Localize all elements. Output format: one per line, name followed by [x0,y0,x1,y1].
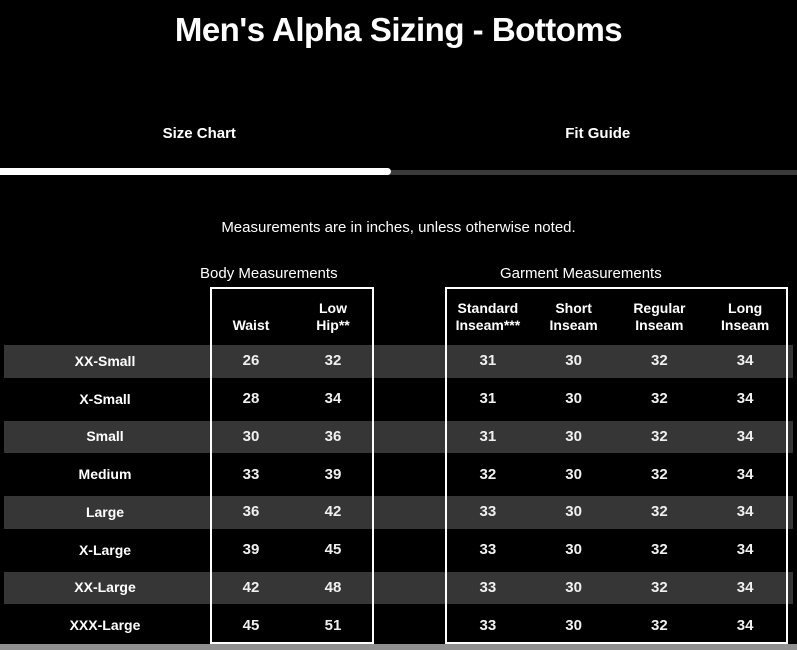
waist-value: 42 [242,578,260,596]
standard-inseam-value: 32 [479,465,497,483]
tab-bar: Size Chart Fit Guide [0,125,797,142]
tab-fit-guide[interactable]: Fit Guide [565,125,631,142]
waist-value: 30 [242,427,260,445]
short-inseam-value: 30 [565,390,582,408]
regular-inseam-value: 32 [651,427,668,445]
column-header-long-inseam: Long Inseam [721,300,770,333]
waist-value: 33 [242,465,260,483]
table-row: X-Small 28 34 31 30 32 34 [0,380,797,418]
standard-inseam-value: 33 [479,503,497,521]
standard-inseam-value: 33 [479,616,497,634]
table-row: XXX-Large 45 51 33 30 32 34 [0,606,797,644]
short-inseam-value: 30 [565,427,582,445]
long-inseam-value: 34 [736,503,754,521]
regular-inseam-value: 32 [651,465,668,483]
body-measurements-label: Body Measurements [200,265,338,282]
table-header-row: Waist Low Hip** Standard Inseam*** Short… [0,287,797,342]
horizontal-scrollbar[interactable] [0,644,797,650]
standard-inseam-value: 33 [479,578,497,596]
column-header-standard-inseam: Standard Inseam*** [455,300,521,333]
regular-inseam-value: 32 [651,541,668,559]
row-stripes [4,342,793,644]
regular-inseam-value: 32 [651,352,668,370]
low-hip-value: 34 [324,390,342,408]
size-label: Small [86,428,124,445]
column-header-regular-inseam: Regular Inseam [633,300,686,333]
waist-value: 39 [242,541,260,559]
low-hip-value: 48 [324,578,342,596]
page-title: Men's Alpha Sizing - Bottoms [174,11,623,48]
short-inseam-value: 30 [565,616,582,634]
size-label: XX-Small [74,352,136,369]
long-inseam-value: 34 [736,541,754,559]
standard-inseam-value: 31 [479,352,497,370]
long-inseam-value: 34 [736,390,754,408]
measurement-note: Measurements are in inches, unless other… [221,219,576,236]
size-label: XXX-Large [69,617,141,634]
long-inseam-value: 34 [736,616,754,634]
short-inseam-value: 30 [565,465,582,483]
column-header-short-inseam: Short Inseam [549,300,598,333]
table-row: XX-Small 26 32 31 30 32 34 [0,342,797,380]
short-inseam-value: 30 [565,503,582,521]
column-header-low-hip: Low Hip** [316,300,350,333]
size-label: X-Large [78,541,132,558]
low-hip-value: 36 [324,427,342,445]
tab-size-chart[interactable]: Size Chart [162,125,236,142]
table-row: Medium 33 39 32 30 32 34 [0,455,797,493]
regular-inseam-value: 32 [651,390,668,408]
long-inseam-value: 34 [736,352,754,370]
size-label: Medium [78,466,132,483]
column-header-waist: Waist [232,317,270,333]
long-inseam-value: 34 [736,427,754,445]
table-row: XX-Large 42 48 33 30 32 34 [0,569,797,607]
low-hip-value: 39 [324,465,342,483]
tab-active-indicator [0,168,391,175]
size-label: X-Small [79,390,131,407]
regular-inseam-value: 32 [651,578,668,596]
size-label: Large [85,503,125,520]
low-hip-value: 51 [324,616,342,634]
table-row: X-Large 39 45 33 30 32 34 [0,531,797,569]
short-inseam-value: 30 [565,541,582,559]
regular-inseam-value: 32 [651,616,668,634]
low-hip-value: 42 [324,503,342,521]
table-row: Small 30 36 31 30 32 34 [0,418,797,456]
waist-value: 28 [242,390,260,408]
waist-value: 36 [242,503,260,521]
standard-inseam-value: 31 [479,390,497,408]
standard-inseam-value: 31 [479,427,497,445]
short-inseam-value: 30 [565,352,582,370]
regular-inseam-value: 32 [651,503,668,521]
long-inseam-value: 34 [736,465,754,483]
low-hip-value: 32 [324,352,342,370]
short-inseam-value: 30 [565,578,582,596]
waist-value: 45 [242,616,260,634]
garment-measurements-label: Garment Measurements [500,265,662,282]
size-label: XX-Large [74,579,136,596]
standard-inseam-value: 33 [479,541,497,559]
waist-value: 26 [242,352,260,370]
tab-underline-track [0,170,797,175]
size-table: XX-Small 26 32 31 30 32 34 X-Small 28 34… [0,342,797,644]
long-inseam-value: 34 [736,578,754,596]
table-row: Large 36 42 33 30 32 34 [0,493,797,531]
low-hip-value: 45 [324,541,342,559]
